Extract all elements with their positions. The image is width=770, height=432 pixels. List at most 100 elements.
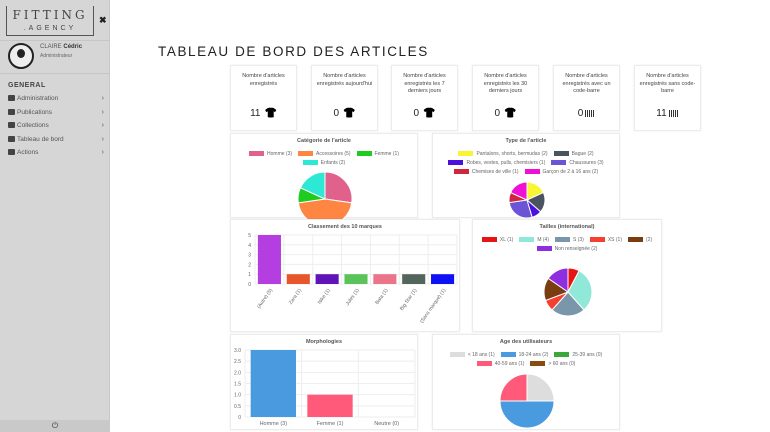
- legend-swatch: [458, 151, 474, 156]
- sidebar-item-collections[interactable]: Collections ›: [0, 119, 110, 132]
- pie-slice[interactable]: [547, 267, 569, 293]
- chart-title: Type de l'article: [505, 138, 547, 144]
- pie-slice[interactable]: [508, 199, 533, 219]
- logo-text: FITTING: [11, 8, 89, 22]
- legend-swatch: [453, 169, 469, 174]
- pie-slice[interactable]: [567, 270, 593, 311]
- stat-label: Nombre d'articles enregistrés les 7 dern…: [403, 73, 446, 94]
- y-tick-label: 3.0: [234, 348, 241, 354]
- legend-item[interactable]: Pantalons, shorts, bermudas (2): [458, 150, 548, 159]
- legend-item[interactable]: S (3): [554, 236, 584, 245]
- y-tick-label: 0: [238, 415, 241, 421]
- legend-item[interactable]: Femme (1): [356, 150, 399, 159]
- legend-label: M (4): [537, 237, 549, 243]
- y-tick-label: 3: [248, 253, 251, 259]
- sidebar-item-tableau-de-bord[interactable]: Tableau de bord ›: [0, 133, 110, 146]
- chart-svg: [499, 373, 555, 429]
- legend-swatch: [302, 160, 318, 165]
- legend-item[interactable]: < 18 ans (1): [449, 351, 495, 360]
- upload-icon: [8, 108, 15, 115]
- legend-swatch: [519, 237, 535, 242]
- bar[interactable]: [373, 274, 397, 284]
- legend-item[interactable]: Bague (2): [553, 150, 594, 159]
- legend-label: 25-39 ans (0): [572, 352, 603, 358]
- stat-value-row: 0 👕: [312, 108, 377, 120]
- legend-item[interactable]: Chaussures (3): [551, 159, 604, 168]
- chevron-right-icon: ›: [101, 95, 104, 102]
- legend-item[interactable]: Homme (3): [249, 150, 292, 159]
- y-tick-label: 1.0: [234, 393, 241, 399]
- sidebar-item-label: Publications: [17, 108, 53, 116]
- legend-swatch: [554, 352, 570, 357]
- section-heading: GENERAL: [8, 82, 46, 89]
- legend-swatch: [589, 237, 605, 242]
- legend-item[interactable]: Robes, vestes, pulls, chemisiers (1): [448, 159, 545, 168]
- bar[interactable]: [257, 235, 281, 284]
- pie-slice[interactable]: [297, 198, 353, 219]
- legend-item[interactable]: XL (1): [481, 236, 514, 245]
- legend-label: S (3): [572, 237, 584, 243]
- legend-item[interactable]: Enfants (2): [302, 159, 345, 168]
- user-name: CLAIRE Cédric: [40, 44, 82, 51]
- stat-value: 0: [333, 108, 340, 119]
- chart-morph: 0 0.5 1.0 1.5 2.0 2.5 3.0 Homme (3) Femme (1) Neu…: [230, 334, 418, 430]
- legend-item[interactable]: 18-24 ans (2): [500, 351, 549, 360]
- logo-subtext: .AGENCY: [23, 25, 77, 32]
- x-tick-label: Femme (1): [317, 421, 344, 427]
- chart-legend: Pantalons, shorts, bermudas (2) Bague (2)…: [437, 150, 615, 177]
- close-sidebar-icon[interactable]: ✖: [99, 15, 107, 25]
- chart-svg: [297, 171, 353, 219]
- pie-slice[interactable]: [509, 181, 528, 201]
- x-tick-label: (Autre) (5): [256, 287, 274, 309]
- chart-title: Catégorie de l'article: [297, 138, 351, 144]
- y-tick-label: 4: [248, 243, 251, 249]
- chart-legend: < 18 ans (1) 18-24 ans (2) 25-39 ans (0) 40…: [437, 351, 615, 369]
- chart-type: Type de l'article Pantalons, shorts, berm…: [432, 133, 620, 219]
- logo: FITTING .AGENCY: [6, 6, 94, 36]
- bar[interactable]: [286, 274, 310, 284]
- legend-label: Homme (3): [267, 151, 293, 157]
- legend-label: Bague (2): [571, 151, 594, 157]
- tshirt-icon: 👕: [264, 108, 277, 119]
- sidebar-item-publications[interactable]: Publications ›: [0, 106, 110, 119]
- y-tick-label: 2.5: [234, 359, 241, 365]
- pie-slice[interactable]: [499, 373, 528, 402]
- user-last-name: CLAIRE: [40, 44, 62, 50]
- legend-label: Chemises de ville (1): [471, 169, 519, 175]
- y-tick-label: 2: [248, 262, 251, 268]
- legend-item[interactable]: M (4): [519, 236, 549, 245]
- x-tick-label: Big Star (1): [399, 287, 419, 311]
- pie-slice[interactable]: [324, 171, 353, 204]
- x-tick-label: Zara (1): [288, 287, 303, 305]
- sidebar-item-actions[interactable]: Actions ›: [0, 146, 110, 159]
- logout-button[interactable]: ⏻: [0, 420, 110, 432]
- bar[interactable]: [402, 274, 426, 284]
- bar[interactable]: [307, 394, 353, 417]
- bar[interactable]: [431, 274, 455, 284]
- stat-card: Nombre d'articles enregistrés 11 👕: [230, 65, 297, 131]
- bar[interactable]: [344, 274, 368, 284]
- legend-item[interactable]: Non renseignée (2): [536, 245, 597, 254]
- pie-slice[interactable]: [526, 373, 555, 402]
- legend-item[interactable]: Accessoires (5): [298, 150, 351, 159]
- stat-value-row: 0 👕: [392, 108, 457, 120]
- legend-label: XL (1): [499, 237, 514, 243]
- sidebar-item-administration[interactable]: Administration ›: [0, 92, 110, 105]
- legend-item[interactable]: (2): [628, 236, 652, 245]
- legend-label: 18-24 ans (2): [518, 352, 549, 358]
- barcode-icon: [668, 110, 679, 117]
- pie-slice[interactable]: [499, 400, 555, 429]
- legend-item[interactable]: > 60 ans (0): [530, 360, 575, 369]
- sidebar-item-label: Tableau de bord: [17, 135, 64, 143]
- stat-value-row: 0 👕: [473, 108, 538, 120]
- legend-item[interactable]: XS (1): [589, 236, 622, 245]
- bar[interactable]: [315, 274, 339, 284]
- pie-slice[interactable]: [551, 291, 585, 317]
- bar[interactable]: [250, 350, 296, 417]
- legend-item[interactable]: 25-39 ans (0): [554, 351, 602, 360]
- stat-card: Nombre d'articles enregistrés les 7 dern…: [391, 65, 458, 131]
- pie-slice[interactable]: [299, 171, 326, 200]
- legend-item[interactable]: Chemises de ville (1): [453, 168, 519, 177]
- legend-item[interactable]: Garçon de 2 à 16 ans (2): [524, 168, 598, 177]
- legend-item[interactable]: 40-59 ans (1): [476, 360, 524, 369]
